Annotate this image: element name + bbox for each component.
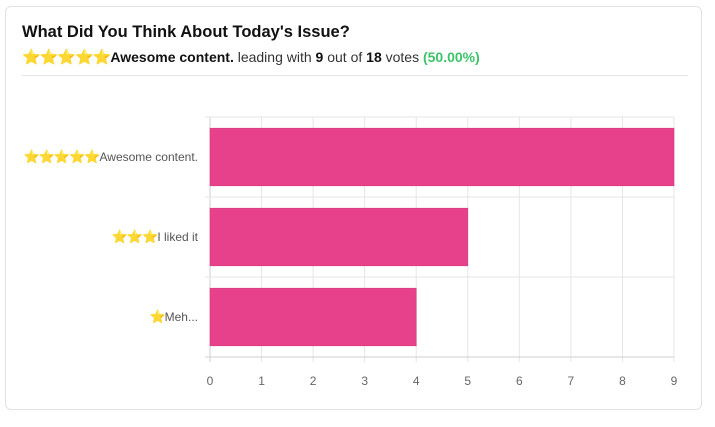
- category-label: ⭐⭐⭐⭐⭐Awesome content.: [24, 149, 198, 165]
- leader-label: Awesome content.: [110, 49, 234, 65]
- x-tick-label: 5: [464, 374, 471, 388]
- poll-question-title: What Did You Think About Today's Issue?: [22, 23, 350, 41]
- x-tick-label: 6: [516, 374, 523, 388]
- category-stars-icon: ⭐⭐⭐: [111, 229, 159, 244]
- x-tick-label: 1: [258, 374, 265, 388]
- category-stars-icon: ⭐: [149, 309, 165, 324]
- divider: [22, 75, 688, 76]
- x-tick-label: 8: [619, 374, 626, 388]
- category-label-text: I liked it: [157, 230, 198, 244]
- leader-votes: 9: [315, 49, 324, 65]
- x-tick-label: 7: [568, 374, 575, 388]
- total-votes: 18: [366, 49, 382, 65]
- poll-results-card: What Did You Think About Today's Issue? …: [5, 6, 702, 410]
- category-label-text: Meh...: [164, 310, 198, 324]
- category-label: ⭐Meh...: [149, 309, 198, 325]
- category-label: ⭐⭐⭐I liked it: [112, 229, 198, 245]
- bar-meh[interactable]: [209, 287, 417, 347]
- category-label-text: Awesome content.: [99, 150, 198, 164]
- x-tick-label: 9: [671, 374, 678, 388]
- category-stars-icon: ⭐⭐⭐⭐⭐: [23, 149, 101, 164]
- bar-awesome-content[interactable]: [209, 127, 675, 187]
- x-tick-label: 3: [361, 374, 368, 388]
- x-tick-label: 2: [310, 374, 317, 388]
- x-tick-label: 0: [207, 374, 214, 388]
- votes-text: votes: [381, 49, 423, 65]
- leading-with-text: leading with: [233, 49, 316, 65]
- out-of-text: out of: [323, 49, 367, 65]
- leader-percent: (50.00%): [422, 49, 480, 65]
- poll-summary: ⭐⭐⭐⭐⭐Awesome content. leading with 9 out…: [22, 48, 480, 66]
- poll-bar-chart: 0 1 2 3 4 5 6 7 8 9: [205, 116, 678, 388]
- leader-stars-icon: ⭐⭐⭐⭐⭐: [22, 49, 111, 66]
- x-tick-label: 4: [413, 374, 420, 388]
- bar-i-liked-it[interactable]: [209, 207, 469, 267]
